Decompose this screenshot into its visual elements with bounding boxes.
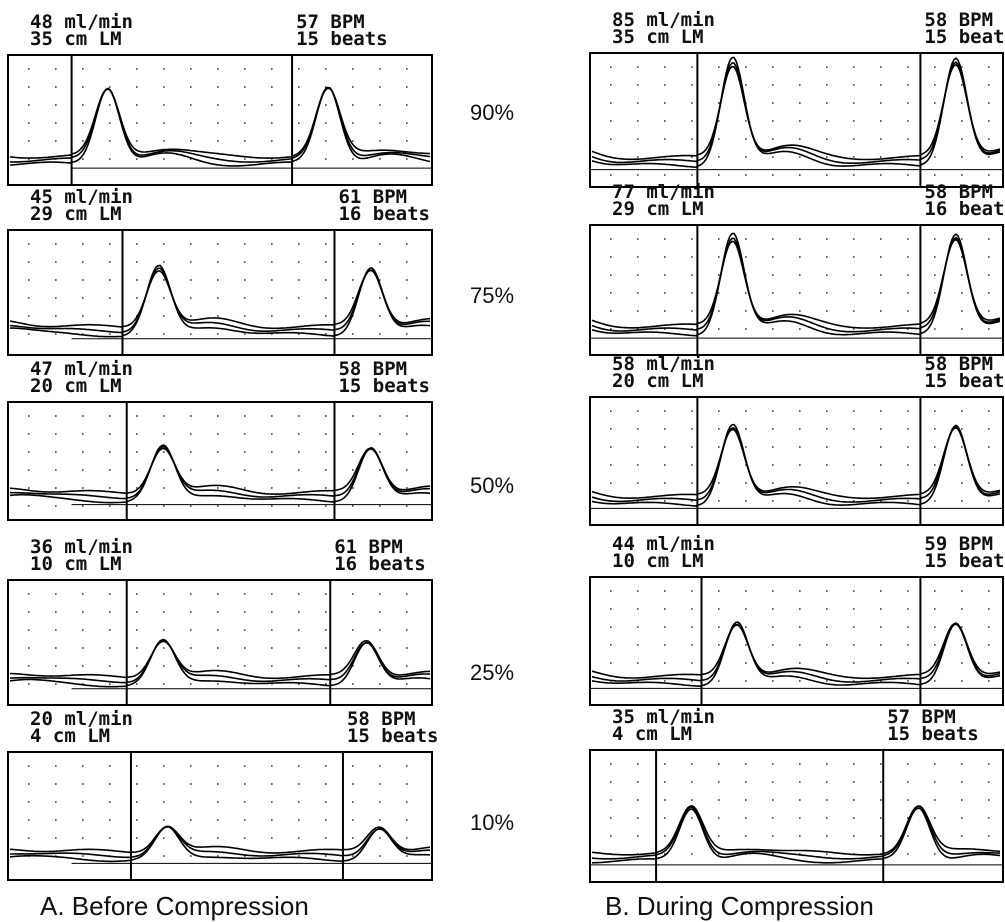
waveform-trace (10, 88, 430, 158)
waveform-trace (592, 806, 1000, 855)
waveform-trace (592, 623, 1000, 678)
waveform-trace (592, 58, 1000, 168)
waveform-trace (592, 624, 1000, 682)
waveform-trace (592, 240, 1000, 329)
waveform-trace (592, 234, 1000, 336)
depth-label: 10 cm LM (612, 550, 704, 572)
grid-dots (28, 766, 408, 856)
grid-dots (28, 416, 408, 506)
depth-label: 4 cm LM (30, 725, 110, 747)
waveform-trace (592, 65, 1000, 160)
depth-label: 4 cm LM (612, 723, 692, 745)
waveform-trace (592, 427, 1000, 502)
beats-label: 15 beats (347, 725, 439, 747)
beats-label: 15 beats (887, 723, 979, 745)
waveform-trace (10, 268, 430, 332)
beats-label: 16 beats (334, 553, 426, 575)
beats-label: 16 beats (338, 203, 430, 225)
waveform-trace (592, 238, 1000, 332)
depth-label: 29 cm LM (612, 198, 704, 220)
depth-label: 35 cm LM (612, 26, 704, 48)
figure: 90%75%50%25%10%A. Before Compression48 m… (0, 0, 1005, 922)
waveform-trace (10, 271, 430, 329)
waveform-trace (592, 425, 1000, 506)
column-caption: B. During Compression (605, 891, 874, 921)
waveform-trace (592, 62, 1000, 163)
panel-frame (8, 752, 432, 880)
beats-label: 15 beats (924, 26, 1005, 48)
grid-dots (610, 764, 990, 854)
depth-label: 20 cm LM (30, 375, 122, 397)
waveform-trace (10, 640, 430, 683)
beats-label: 15 beats (338, 375, 430, 397)
waveform-trace (10, 448, 430, 494)
beats-label: 16 beats (924, 198, 1005, 220)
column-caption: A. Before Compression (40, 891, 309, 921)
panel-frame (590, 750, 1003, 882)
depth-label: 35 cm LM (30, 28, 122, 50)
percent-label: 50% (470, 473, 514, 498)
waveform-trace (592, 428, 1000, 499)
percent-label: 75% (470, 283, 514, 308)
waveform-trace (10, 827, 430, 862)
beats-label: 15 beats (924, 550, 1005, 572)
beats-label: 15 beats (924, 370, 1005, 392)
waveform-trace (10, 641, 430, 679)
panel-frame (590, 577, 1003, 705)
depth-label: 10 cm LM (30, 553, 122, 575)
beats-label: 15 beats (296, 28, 388, 50)
percent-label: 25% (470, 660, 514, 685)
waveform-trace (10, 640, 430, 687)
percent-label: 10% (470, 810, 514, 835)
depth-label: 29 cm LM (30, 203, 122, 225)
panel-frame (8, 402, 432, 520)
depth-label: 20 cm LM (612, 370, 704, 392)
percent-label: 90% (470, 100, 514, 125)
panel-frame (8, 230, 432, 355)
